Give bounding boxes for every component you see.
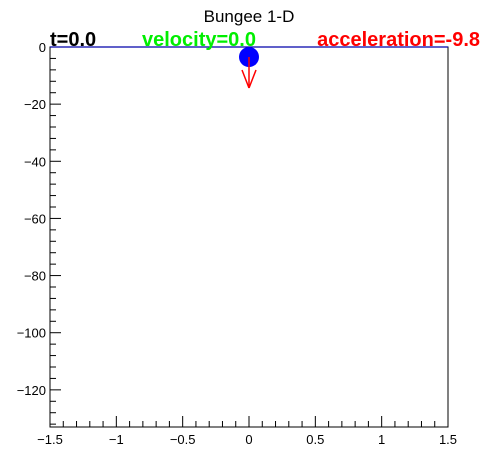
plot-frame — [49, 46, 449, 428]
y-tick-label: −120 — [17, 383, 46, 398]
y-tick-label: −20 — [24, 97, 46, 112]
plot-marks — [50, 46, 448, 89]
y-tick-label: −80 — [24, 269, 46, 284]
x-axis: −1.5 −1 −0.5 0 0.5 1 1.5 — [37, 416, 457, 447]
x-tick-label: 0.5 — [306, 432, 324, 447]
velocity-readout: velocity=0.0 — [142, 29, 256, 51]
acceleration-arrow-head-left — [241, 69, 250, 89]
x-tick-label: −1.5 — [37, 432, 63, 447]
x-tick-label: −0.5 — [170, 432, 196, 447]
y-tick-label: −100 — [17, 326, 46, 341]
acceleration-readout: acceleration=-9.8 — [317, 29, 480, 51]
y-tick-label: 0 — [39, 40, 46, 55]
chart-title: Bungee 1-D — [204, 7, 295, 26]
time-readout: t=0.0 — [50, 29, 96, 51]
acceleration-arrow-head-right — [248, 69, 257, 89]
x-tick-label: 1 — [378, 432, 385, 447]
x-tick-label: −1 — [109, 432, 124, 447]
x-tick-label: 1.5 — [439, 432, 457, 447]
y-tick-label: −60 — [24, 211, 46, 226]
x-tick-label: 0 — [245, 432, 252, 447]
y-tick-label: −40 — [24, 154, 46, 169]
y-axis: 0 −20 −40 −60 −80 −100 −120 — [17, 40, 61, 425]
